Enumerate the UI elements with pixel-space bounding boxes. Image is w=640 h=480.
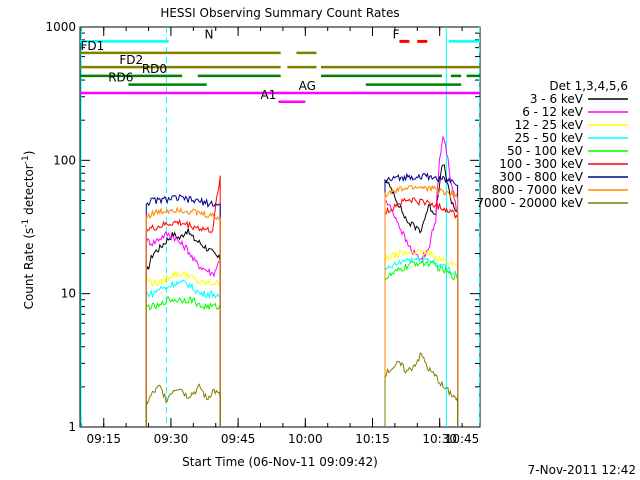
- legend-label: 12 - 25 keV: [515, 118, 584, 132]
- series-line: [145, 206, 221, 427]
- y-tick-label: 1000: [45, 20, 76, 34]
- x-tick-label: 10:30: [422, 432, 457, 446]
- x-tick-label: 09:45: [221, 432, 256, 446]
- flag-label-n: N: [205, 27, 214, 41]
- series-line: [384, 257, 459, 427]
- flag-label-fd2: FD2: [119, 53, 143, 67]
- series-line: [384, 136, 459, 427]
- series-line: [384, 249, 459, 427]
- legend-label: 3 - 6 keV: [530, 92, 584, 106]
- x-tick-label: 10:00: [288, 432, 323, 446]
- x-tick-label: 10:15: [355, 432, 390, 446]
- x-axis-label: Start Time (06-Nov-11 09:09:42): [182, 455, 378, 469]
- flag-label-ag: AG: [299, 79, 316, 93]
- legend-label: 100 - 300 keV: [499, 157, 583, 171]
- flag-label-a1: A1: [261, 88, 277, 102]
- legend-label: 300 - 800 keV: [499, 170, 583, 184]
- y-tick-label: 10: [61, 287, 76, 301]
- series-line: [145, 279, 221, 427]
- legend-label: 6 - 12 keV: [522, 105, 584, 119]
- legend-label: 7000 - 20000 keV: [476, 196, 583, 210]
- y-tick-label: 100: [53, 153, 76, 167]
- x-tick-label: 09:30: [154, 432, 189, 446]
- legend-label: 25 - 50 keV: [515, 131, 584, 145]
- series-line: [145, 269, 221, 427]
- y-axis-label: Count Rate (s-1 detector-1): [21, 151, 36, 310]
- flag-label-rd6: RD6: [108, 71, 133, 85]
- timestamp: 7-Nov-2011 12:42: [528, 463, 636, 477]
- series-line: [384, 184, 459, 427]
- plot-frame: [79, 26, 481, 428]
- x-tick-label: 10:45: [445, 432, 480, 446]
- x-tick-label: 09:15: [86, 432, 121, 446]
- series-line: [145, 230, 221, 427]
- plot-area: 1 10 100 1000 09:15 09:30 09:45 10:00 10:15 10:30…: [45, 20, 481, 446]
- legend-label: 800 - 7000 keV: [492, 183, 584, 197]
- legend-title: Det 1,3,4,5,6: [549, 79, 628, 93]
- y-tick-label: 1: [68, 420, 76, 434]
- series-line: [384, 172, 459, 427]
- flag-label-f: F: [393, 27, 400, 41]
- series-line: [145, 194, 221, 427]
- chart-title: HESSI Observing Summary Count Rates: [160, 6, 399, 20]
- series-line: [384, 352, 459, 427]
- series-line: [384, 197, 459, 427]
- series-line: [145, 296, 221, 427]
- series-line: [145, 175, 221, 427]
- flag-label-rd0: RD0: [142, 62, 167, 76]
- series-line: [145, 228, 221, 427]
- flag-label-fd1: FD1: [80, 39, 104, 53]
- legend-label: 50 - 100 keV: [507, 144, 584, 158]
- series-line: [145, 383, 221, 427]
